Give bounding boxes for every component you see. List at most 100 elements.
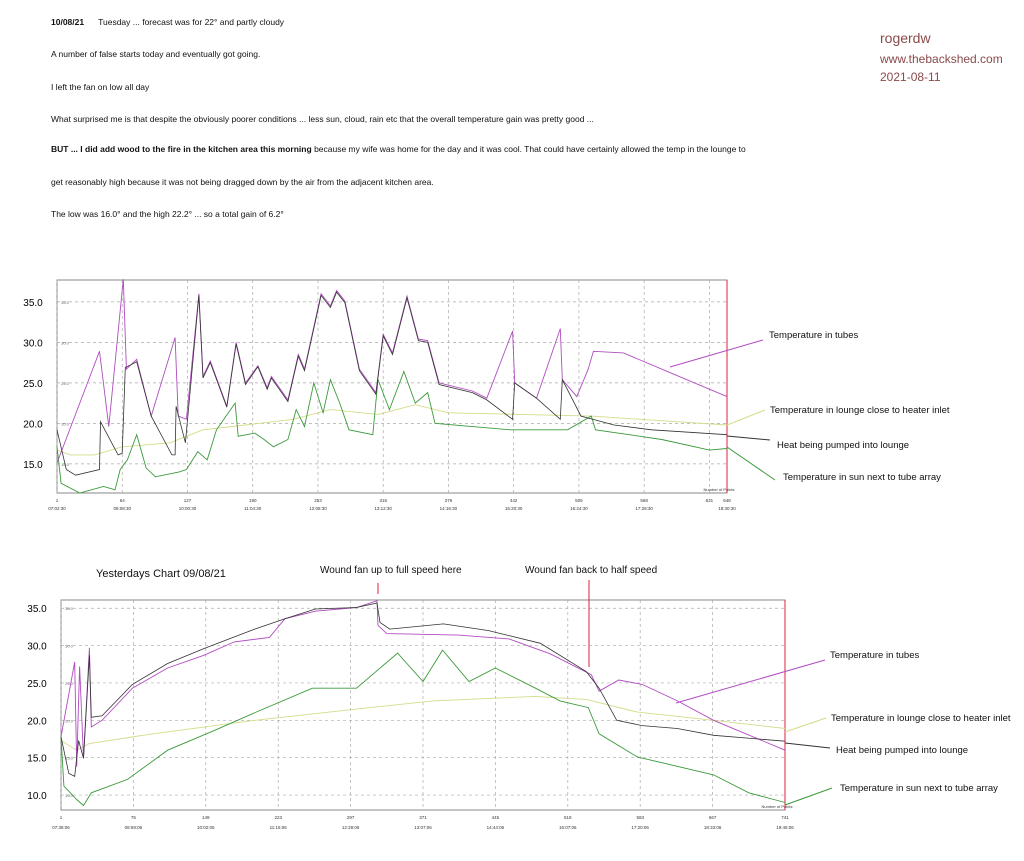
time-label: 16:07:06 [559,825,577,830]
time-label: 10:00:30 [179,506,197,511]
y-tick-label-inner: 10.0 [65,793,74,798]
watermark-date: 2021-08-11 [880,70,941,84]
series-line-lounge [60,695,786,751]
notes-line: get reasonably high because it was not b… [51,177,434,187]
x-tick-label: 379 [445,498,453,503]
time-label: 07:38:06 [52,825,70,830]
x-tick-label: 316 [379,498,387,503]
series-line-sun [56,370,728,494]
x-tick-label: 648 [723,498,731,503]
y-tick-label: 15.0 [27,754,47,765]
chart2-legend-heat: Heat being pumped into lounge [836,745,969,756]
series-line-heat [56,291,728,476]
y-tick-label-inner: 30.0 [61,340,70,345]
chart1-legend-heat: Heat being pumped into lounge [777,440,910,451]
x-tick-label: 568 [640,498,648,503]
series-line-tubes [56,279,728,464]
watermark-site: www.thebackshed.com [880,52,1003,66]
legend-leader-tubes [669,339,764,368]
watermark-user: rogerdw [880,30,931,46]
x-tick-label: 593 [636,815,644,820]
y-tick-label-inner: 20.0 [65,718,74,723]
y-tick-label: 25.0 [23,379,43,390]
legend-leader-lounge [784,717,827,733]
annotation-full-speed: Wound fan up to full speed here [320,565,462,576]
x-tick-label: 505 [575,498,583,503]
chart2-title: Yesterdays Chart 09/08/21 [96,568,226,580]
legend-leader-heat [726,435,771,441]
x-tick-label: 127 [184,498,192,503]
legend-leader-heat [784,742,831,749]
legend-leader-sun [726,446,776,481]
y-tick-label-inner: 35.0 [61,300,70,305]
y-tick-label: 25.0 [27,679,47,690]
time-label: 11:04:30 [244,506,262,511]
time-label: 07:02:30 [48,506,66,511]
chart2-legend-sun: Temperature in sun next to tube array [840,783,998,794]
notes-line: The low was 16.0° and the high 22.2° ...… [51,209,284,219]
y-tick-label: 15.0 [23,460,43,471]
y-tick-label: 35.0 [27,604,47,615]
y-tick-label-inner: 20.0 [61,421,70,426]
x-tick-label: 149 [202,815,210,820]
notes-line: BUT ... I did add wood to the fire in th… [51,144,746,154]
time-label: 10:02:06 [197,825,215,830]
time-label: 18:33:06 [704,825,722,830]
x-tick-label: 190 [249,498,257,503]
time-label: 12:08:30 [309,506,327,511]
series-line-heat [60,602,786,778]
notes-line: What surprised me is that despite the ob… [51,114,594,124]
x-tick-label: 631 [706,498,714,503]
y-tick-label: 10.0 [27,791,47,802]
time-label: 14:16:30 [440,506,458,511]
x-tick-label: 297 [347,815,355,820]
x-tick-label: 253 [314,498,322,503]
chart2-legend-tubes: Temperature in tubes [830,650,920,661]
y-tick-label: 35.0 [23,298,43,309]
time-label: 12:28:06 [342,825,360,830]
x-axis-label: Number of Points [762,804,793,809]
time-label: 08:08:30 [113,506,131,511]
x-tick-label: 442 [510,498,518,503]
chart2-legend-lounge: Temperature in lounge close to heater in… [831,713,1011,724]
x-tick-label: 519 [564,815,572,820]
time-label: 15:20:30 [505,506,523,511]
notes-line: I left the fan on low all day [51,82,150,92]
y-tick-label-inner: 15.0 [65,756,74,761]
time-label: 08:59:06 [125,825,143,830]
legend-leader-lounge [726,409,766,426]
x-tick-label: 75 [131,815,137,820]
x-tick-label: 445 [492,815,500,820]
y-tick-label-inner: 25.0 [61,381,70,386]
notes-date: 10/08/21 [51,17,85,27]
time-label: 17:28:30 [635,506,653,511]
notes-bold: BUT ... I did add wood to the fire in th… [51,144,312,154]
chart1-legend-tubes: Temperature in tubes [769,330,859,341]
series-line-sun [60,649,786,807]
x-tick-label: 223 [274,815,282,820]
y-tick-label: 20.0 [23,419,43,430]
time-label: 11:16:06 [270,825,288,830]
x-tick-label: 667 [709,815,717,820]
notes-heading: 10/08/21 Tuesday ... forecast was for 22… [51,17,284,27]
x-axis-label: Number of Points [704,487,735,492]
time-label: 14:44:06 [487,825,505,830]
time-label: 17:20:06 [631,825,649,830]
chart1-legend-lounge: Temperature in lounge close to heater in… [770,405,950,416]
y-tick-label-inner: 25.0 [65,681,74,686]
chart1-legend-sun: Temperature in sun next to tube array [783,472,941,483]
notes-heading-text: Tuesday ... forecast was for 22° and par… [98,17,285,27]
legend-leader-sun [784,787,833,806]
x-tick-label: 1 [56,498,59,503]
chart-2: 10.0 10.0 15.0 15.0 20.0 20.0 25.0 25.0 30.0 30.0… [27,599,794,830]
x-tick-label: 741 [781,815,789,820]
x-tick-label: 371 [419,815,427,820]
y-tick-label: 30.0 [27,642,47,653]
x-tick-label: 1 [60,815,63,820]
annotation-half-speed: Wound fan back to half speed [525,565,658,576]
time-label: 13:07:06 [414,825,432,830]
x-tick-label: 64 [120,498,126,503]
y-tick-label-inner: 35.0 [65,606,74,611]
